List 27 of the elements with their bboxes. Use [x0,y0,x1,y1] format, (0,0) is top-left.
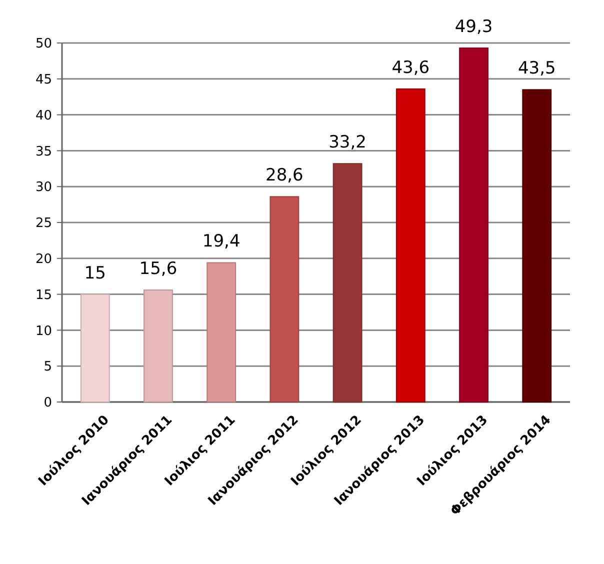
data-label: 33,2 [328,132,366,153]
y-tick-label: 40 [35,108,52,124]
y-tick-label: 25 [35,216,52,232]
y-tick-label: 10 [35,324,52,339]
data-label: 19,4 [202,232,240,252]
data-label: 28,6 [266,166,304,186]
bar [332,163,362,402]
y-tick-label: 45 [35,72,52,88]
bar [396,88,426,402]
y-tick-label: 30 [35,180,52,196]
y-tick-label: 5 [44,360,52,375]
data-label: 49,3 [454,17,493,38]
y-tick-label: 0 [44,396,52,411]
data-label: 15 [84,263,106,284]
bar [522,89,552,402]
y-tick-label: 20 [35,252,52,267]
y-tick-label: 15 [35,288,52,303]
bar [206,262,236,402]
data-label: 43,5 [518,58,556,79]
bar [80,294,110,402]
y-tick-label: 50 [35,36,52,52]
y-tick-label: 35 [35,144,52,160]
data-label: 15,6 [139,258,178,279]
bar [459,48,488,402]
bar [270,196,300,402]
data-label: 43,6 [392,58,430,78]
bar [144,289,173,402]
